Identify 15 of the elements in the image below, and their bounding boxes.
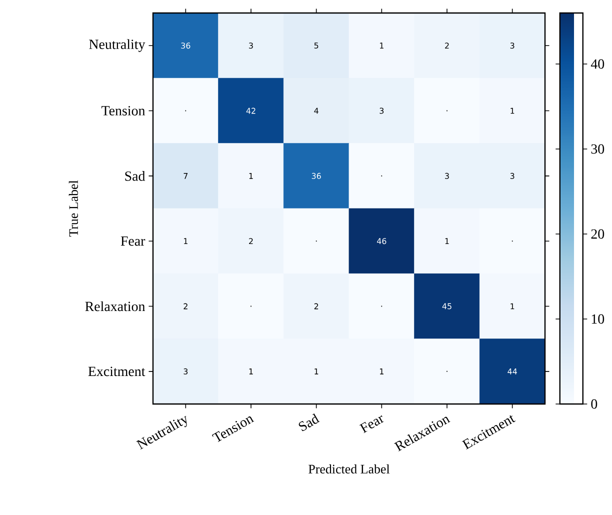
color-bar-label: 10 [592, 314, 604, 324]
color-bar-label: 40 [590, 59, 604, 69]
x-tick-label: Sad [298, 414, 320, 432]
color-bar-label: 30 [591, 144, 604, 154]
x-tick-label: Fear [359, 415, 384, 434]
y-tick-label: Tension [102, 106, 146, 116]
y-tick-label: Relaxation [85, 301, 146, 312]
y-tick-label: Fear [120, 236, 146, 246]
color-bar-label: 20 [591, 229, 604, 239]
y-tick-label: Neutrality [89, 39, 146, 52]
y-axis-title: True Label [68, 180, 78, 237]
x-axis-title: Predicted Label [308, 464, 390, 474]
y-tick-label: Sad [125, 171, 146, 181]
y-tick-label: Excitment [88, 366, 146, 376]
color-bar-label: 0 [591, 399, 598, 409]
